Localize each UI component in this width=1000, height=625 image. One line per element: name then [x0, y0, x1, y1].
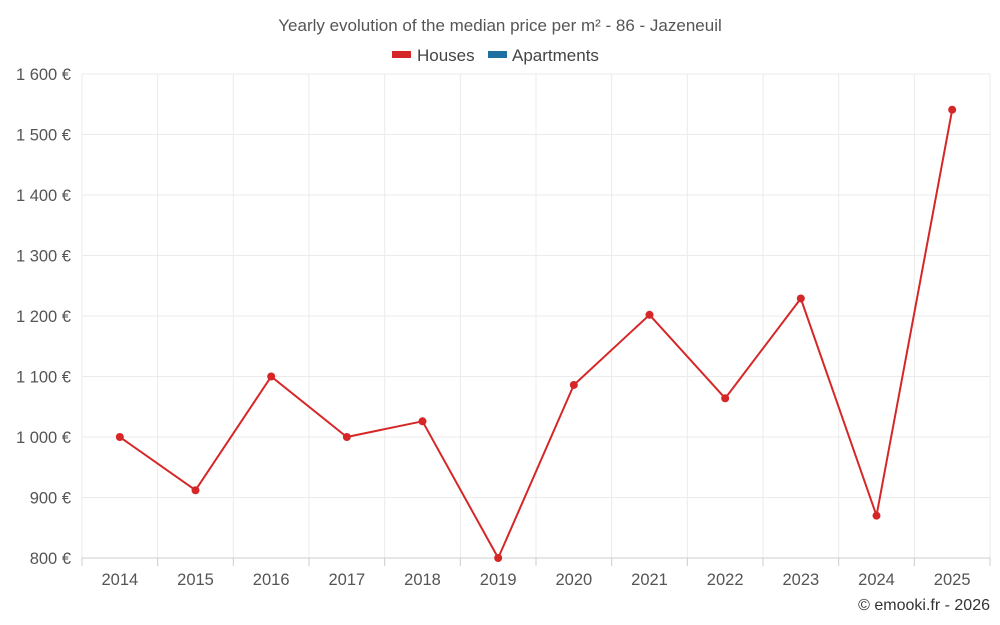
- data-point-houses-2020[interactable]: [569, 380, 578, 389]
- series-line-houses: [119, 109, 954, 559]
- x-tick-label: 2023: [782, 571, 819, 589]
- legend-swatch-apartments: [488, 51, 507, 58]
- x-tick-label: 2014: [101, 571, 138, 589]
- data-point-houses-2015[interactable]: [191, 486, 200, 495]
- data-point-houses-2024[interactable]: [872, 511, 881, 520]
- x-tick-label: 2017: [328, 571, 365, 589]
- data-point-houses-2023[interactable]: [796, 294, 805, 303]
- y-tick-label: 1 200 €: [16, 308, 71, 326]
- legend-label-houses[interactable]: Houses: [417, 46, 475, 65]
- y-tick-label: 1 400 €: [16, 187, 71, 205]
- data-point-houses-2019[interactable]: [494, 554, 503, 562]
- data-point-houses-2018[interactable]: [418, 417, 427, 426]
- x-tick-label: 2019: [480, 571, 517, 589]
- x-tick-label: 2022: [707, 571, 744, 589]
- x-tick-label: 2021: [631, 571, 668, 589]
- legend: Houses Apartments: [392, 46, 599, 65]
- data-point-houses-2017[interactable]: [342, 433, 351, 441]
- series-layer: [115, 105, 957, 562]
- x-tick-label: 2025: [934, 571, 971, 589]
- x-tick-label: 2020: [555, 571, 592, 589]
- y-tick-label: 1 000 €: [16, 429, 71, 447]
- y-tick-label: 900 €: [30, 490, 71, 508]
- legend-label-apartments[interactable]: Apartments: [512, 46, 599, 65]
- y-tick-label: 1 500 €: [16, 127, 71, 145]
- data-point-houses-2016[interactable]: [267, 372, 276, 381]
- axes: 2014 2015 2016 2017 2018 2019 2020 2021 2022 2023…: [16, 66, 991, 589]
- data-point-houses-2025[interactable]: [948, 105, 957, 114]
- legend-swatch-houses: [392, 51, 411, 58]
- data-point-houses-2021[interactable]: [645, 310, 654, 319]
- chart-title: Yearly evolution of the median price per…: [278, 16, 722, 35]
- x-tick-label: 2024: [858, 571, 895, 589]
- data-point-houses-2014[interactable]: [115, 433, 124, 441]
- grid: [81, 73, 991, 559]
- x-tick-label: 2018: [404, 571, 441, 589]
- credit-text: © emooki.fr - 2026: [858, 597, 990, 614]
- data-point-houses-2022[interactable]: [721, 394, 730, 403]
- y-tick-label: 1 300 €: [16, 248, 71, 266]
- y-tick-label: 1 100 €: [16, 369, 71, 387]
- x-tick-label: 2016: [253, 571, 290, 589]
- y-tick-label: 1 600 €: [16, 66, 71, 84]
- x-tick-label: 2015: [177, 571, 214, 589]
- y-tick-label: 800 €: [30, 550, 71, 568]
